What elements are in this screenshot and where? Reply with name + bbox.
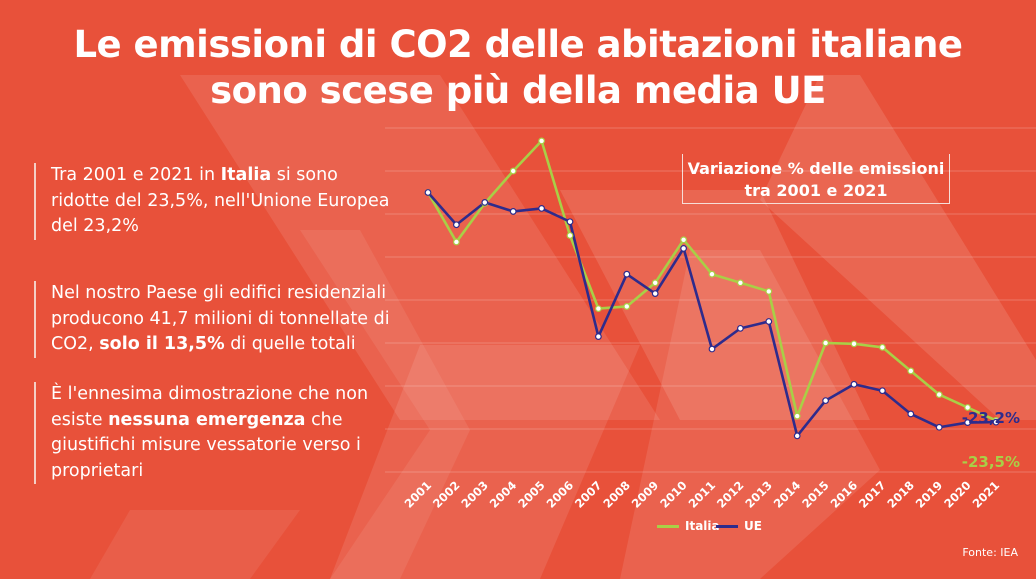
data-point-ue	[453, 221, 460, 229]
x-tick-label: 2008	[600, 478, 633, 511]
title-line-2: sono scese più della media UE	[210, 69, 826, 112]
data-point-italia	[538, 137, 545, 145]
x-tick-label: 2011	[686, 478, 719, 511]
chart-title-box: Variazione % delle emissioni tra 2001 e …	[682, 154, 950, 204]
x-tick-label: 2015	[799, 478, 832, 511]
legend-ue: UE	[716, 519, 762, 533]
paragraph-3-text-end: che giustifichi misure vessatorie verso …	[51, 409, 361, 481]
chart-title: Variazione % delle emissioni tra 2001 e …	[687, 159, 945, 200]
data-point-italia	[708, 270, 716, 278]
legend-italia-label: Italia	[685, 519, 720, 533]
x-tick-label: 2019	[913, 478, 946, 511]
data-point-ue	[907, 410, 915, 418]
data-point-italia	[453, 238, 460, 246]
x-tick-label: 2013	[742, 478, 775, 511]
data-point-italia	[822, 339, 829, 347]
paragraph-3-bold: nessuna emergenza	[108, 409, 306, 430]
data-point-ue	[765, 318, 773, 325]
data-point-italia	[680, 236, 687, 244]
x-tick-label: 2006	[544, 478, 577, 511]
title-line-1: Le emissioni di CO2 delle abitazioni ita…	[73, 23, 963, 66]
data-point-italia	[964, 404, 971, 411]
data-point-italia	[850, 340, 858, 348]
paragraph-1: Tra 2001 e 2021 in Italia si sono ridott…	[34, 163, 396, 240]
x-tick-label: 2020	[941, 478, 974, 511]
data-point-ue	[708, 345, 716, 353]
legend-ue-label: UE	[744, 519, 762, 533]
data-point-italia	[623, 303, 631, 310]
data-point-ue	[623, 270, 631, 278]
page-title: Le emissioni di CO2 delle abitazioni ita…	[0, 22, 1036, 114]
data-point-ue	[822, 397, 829, 405]
data-point-ue	[879, 387, 886, 395]
data-point-italia	[651, 279, 659, 287]
data-point-ue	[424, 189, 432, 196]
data-point-ue	[793, 432, 801, 440]
data-point-ue	[680, 244, 687, 252]
x-tick-label: 2003	[458, 478, 491, 511]
paragraph-1-text: Tra 2001 e 2021 in	[51, 165, 221, 185]
paragraph-2: Nel nostro Paese gli edifici residenzial…	[34, 281, 396, 358]
source-note: Fonte: IEA	[962, 546, 1018, 559]
end-label-italia: -23,5%	[962, 453, 1020, 471]
data-point-ue	[935, 423, 943, 431]
data-point-ue	[737, 324, 744, 332]
data-point-ue	[992, 418, 1000, 426]
end-label-ue: -23,2%	[962, 409, 1020, 427]
data-point-italia	[737, 279, 744, 287]
data-point-italia	[907, 367, 915, 375]
x-tick-label: 2007	[572, 478, 605, 511]
data-point-italia	[566, 232, 574, 239]
legend-ue-swatch	[716, 525, 738, 528]
data-point-ue	[566, 218, 574, 226]
x-tick-label: 2017	[856, 478, 889, 511]
data-point-italia	[935, 391, 943, 399]
x-tick-label: 2005	[515, 478, 548, 511]
x-tick-label: 2009	[629, 478, 662, 511]
data-point-ue	[509, 208, 517, 215]
paragraph-2-text: Nel nostro Paese gli edifici residenzial…	[51, 283, 390, 354]
paragraph-3-text: È l'ennesima dimostrazione che non esist…	[51, 384, 369, 430]
legend-italia: Italia	[657, 519, 720, 533]
legend-italia-swatch	[657, 525, 679, 528]
data-point-ue	[651, 290, 659, 297]
x-tick-label: 2018	[884, 478, 917, 511]
paragraph-3: È l'ennesima dimostrazione che non esist…	[34, 382, 396, 484]
x-tick-label: 2021	[970, 478, 1003, 511]
data-point-ue	[964, 419, 971, 426]
x-tick-label: 2012	[714, 478, 747, 511]
data-point-italia	[765, 288, 773, 295]
data-point-ue	[595, 333, 602, 340]
x-tick-label: 2004	[487, 478, 520, 511]
x-tick-label: 2002	[430, 478, 463, 511]
x-tick-label: 2001	[402, 478, 435, 511]
data-point-italia	[595, 305, 602, 313]
data-point-ue	[538, 205, 545, 212]
x-tick-label: 2014	[771, 478, 804, 511]
paragraph-1-bold: Italia	[220, 165, 272, 185]
series-line-ue	[427, 191, 997, 438]
series-line-italia	[426, 139, 997, 422]
data-point-ue	[481, 198, 489, 206]
x-tick-label: 2010	[657, 478, 690, 511]
data-point-ue	[850, 380, 858, 388]
paragraph-1-text-end: si sono ridotte del 23,5%, nell'Unione E…	[51, 165, 390, 236]
x-tick-label: 2016	[828, 478, 861, 511]
data-point-italia	[793, 412, 801, 420]
data-point-italia	[509, 167, 517, 175]
paragraph-2-bold: solo il 13,5%	[99, 334, 225, 354]
paragraph-2-text-end: di quelle totali	[224, 334, 356, 354]
data-point-italia	[879, 343, 886, 351]
